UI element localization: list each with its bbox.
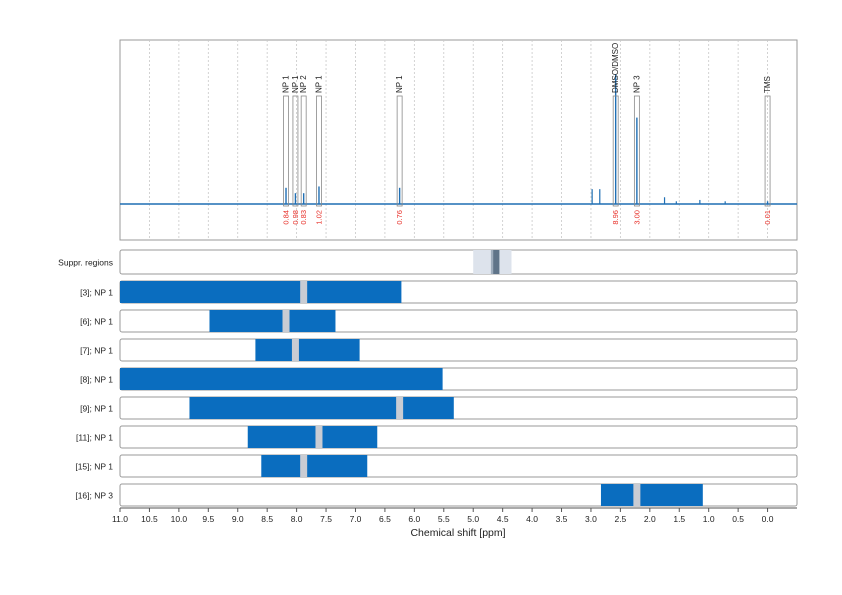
suppression-regions-panel: Suppr. regions	[58, 249, 798, 275]
row-label: [15]; NP 1	[75, 462, 113, 472]
peak-annotation-box	[612, 95, 619, 207]
row-center-band	[282, 310, 290, 332]
x-tick-label: 6.5	[379, 514, 391, 524]
row-label: [3]; NP 1	[80, 288, 113, 298]
peak-integral: 0.84	[282, 210, 291, 225]
row-center-band	[315, 426, 323, 448]
x-tick-label: 5.5	[438, 514, 450, 524]
x-tick-label: 10.0	[171, 514, 188, 524]
peak-integral: 0.76	[395, 210, 404, 225]
peak-annotation-box	[396, 95, 403, 207]
x-tick-label: 6.0	[408, 514, 420, 524]
peak-label: NP 1	[314, 75, 323, 93]
peak-integral: 3.00	[632, 210, 641, 225]
peak-integral: 8.96	[611, 210, 620, 225]
spectrum-panel: NP 1 0.84 NP 1 0.98 NP 2 0.83 NP 1 1.02 NP 1 0.76…	[119, 39, 798, 241]
x-tick-label: 2.0	[644, 514, 656, 524]
row-center-band	[633, 484, 641, 506]
row-range-bar	[189, 397, 454, 419]
row-center-band	[396, 397, 404, 419]
x-tick-label: 8.5	[261, 514, 273, 524]
peak-integral: 1.02	[314, 210, 323, 225]
row-label: [7]; NP 1	[80, 346, 113, 356]
row-range-bar	[120, 281, 402, 303]
peak-annotation-box	[316, 95, 322, 207]
x-tick-label: 2.5	[614, 514, 626, 524]
peak-label: NP 1	[282, 75, 291, 93]
row-range-bar	[255, 339, 360, 361]
row-frame	[119, 425, 798, 449]
x-tick-label: 11.0	[112, 514, 128, 524]
row-label: [8]; NP 1	[80, 375, 113, 385]
multiplet-rows-panel: [3]; NP 1 [6]; NP 1 [7]; NP 1 [8]; NP 1 [9];…	[75, 280, 798, 507]
x-tick-label: 0.0	[762, 514, 774, 524]
row-label: [9]; NP 1	[80, 404, 113, 414]
x-tick-label: 3.5	[556, 514, 568, 524]
row-center-band	[300, 455, 308, 477]
row-label: [16]; NP 3	[75, 491, 113, 501]
x-tick-label: 1.5	[673, 514, 685, 524]
suppression-core-region	[493, 250, 500, 274]
peak-annotation-box	[633, 95, 640, 207]
suppression-label: Suppr. regions	[58, 258, 113, 268]
peak-integral: 0.83	[299, 210, 308, 225]
peak-annotation-box	[292, 95, 299, 207]
row-center-band	[300, 281, 308, 303]
x-tick-label: 5.0	[467, 514, 479, 524]
peak-annotation-box	[300, 95, 307, 207]
x-tick-label: 10.5	[141, 514, 158, 524]
x-tick-label: 4.0	[526, 514, 538, 524]
x-tick-label: 7.0	[350, 514, 362, 524]
x-tick-label: 9.5	[202, 514, 214, 524]
peak-integral: 0.98	[291, 210, 300, 225]
row-label: [6]; NP 1	[80, 317, 113, 327]
x-tick-label: 9.0	[232, 514, 244, 524]
row-frame	[119, 338, 798, 362]
peak-label: TMS	[763, 76, 772, 93]
peak-label: NP 1	[395, 75, 404, 93]
x-tick-label: 4.5	[497, 514, 509, 524]
row-range-bar	[247, 426, 378, 448]
x-axis: 11.0 10.5 10.0 9.5 9.0 8.5 8.0 7.5 7.0 6.5 6.0 5.5 5…	[112, 507, 797, 524]
row-range-bar	[209, 310, 336, 332]
row-range-bar	[120, 368, 443, 390]
peak-label: NP 3	[632, 75, 641, 93]
row-center-band	[291, 339, 299, 361]
peak-label: DMSO/DMSO	[611, 43, 620, 93]
peak-annotation-box	[283, 95, 289, 207]
x-tick-label: 3.0	[585, 514, 597, 524]
row-range-bar	[600, 484, 703, 506]
row-frame	[119, 454, 798, 478]
peak-label: NP 1	[291, 75, 300, 93]
peak-integral: 0.01	[763, 210, 772, 225]
x-tick-label: 1.0	[703, 514, 715, 524]
row-label: [11]; NP 1	[76, 433, 113, 443]
peak-annotation-box	[764, 95, 771, 207]
peak-label: NP 2	[299, 75, 308, 93]
spectrum-frame	[119, 39, 798, 241]
x-tick-label: 7.5	[320, 514, 332, 524]
suppression-frame	[119, 249, 798, 275]
row-range-bar	[261, 455, 368, 477]
x-tick-label: 0.5	[732, 514, 744, 524]
x-tick-label: 8.0	[291, 514, 303, 524]
x-axis-label: Chemical shift [ppm]	[410, 527, 505, 539]
